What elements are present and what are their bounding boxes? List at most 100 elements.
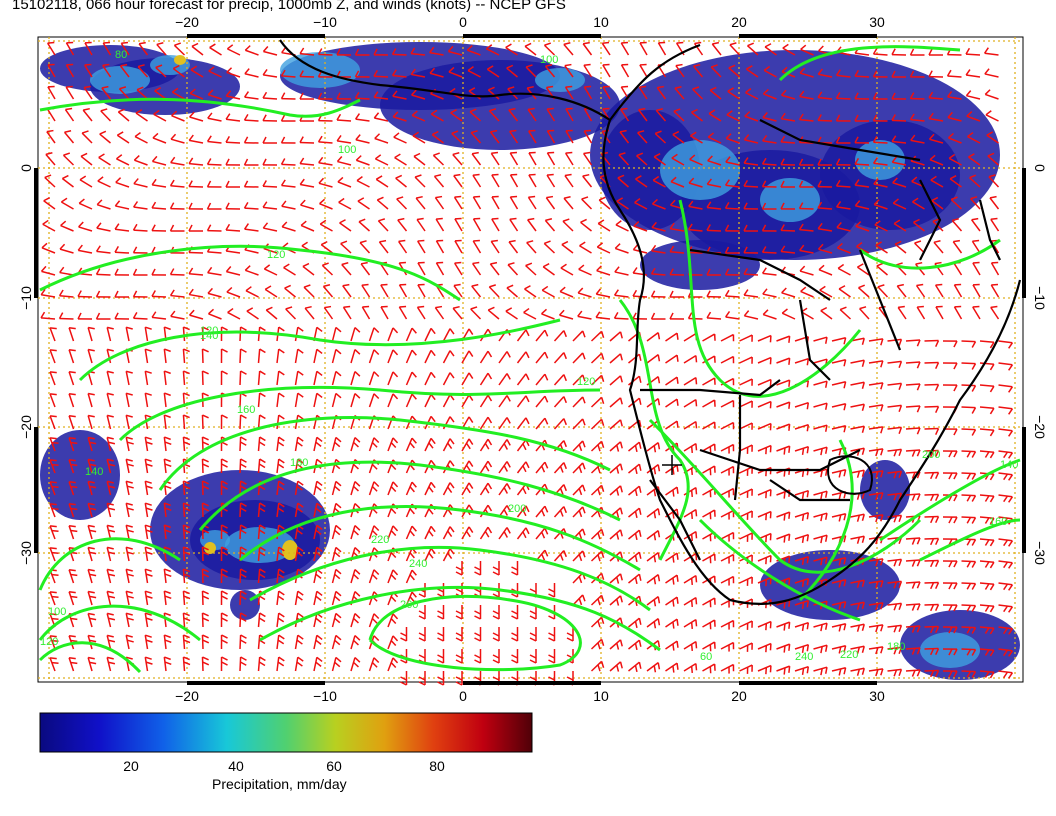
barb-flag xyxy=(379,239,387,243)
barb-staff xyxy=(117,111,130,122)
precip-peak xyxy=(282,540,298,560)
barb-staff xyxy=(102,64,112,78)
wind-barb xyxy=(707,132,722,144)
barb-flag xyxy=(743,179,749,187)
precip-core xyxy=(855,140,905,180)
barb-staff xyxy=(416,219,426,232)
wind-barb xyxy=(471,261,482,276)
barb-flag xyxy=(96,222,102,229)
barb-flag xyxy=(817,243,824,250)
wind-barb xyxy=(817,243,833,254)
barb-staff xyxy=(839,308,852,320)
barb-staff xyxy=(411,114,426,122)
barb-flag xyxy=(243,136,249,144)
barb-staff xyxy=(87,327,93,342)
barb-flag xyxy=(398,239,406,243)
barb-staff xyxy=(527,196,537,210)
barb-staff xyxy=(470,308,482,320)
wind-barb xyxy=(188,202,204,210)
barb-staff xyxy=(379,262,389,276)
barb-flag xyxy=(909,92,915,99)
barb-flag xyxy=(468,87,476,92)
barb-staff xyxy=(972,262,981,276)
barb-flag xyxy=(528,195,536,198)
barb-flag xyxy=(243,158,249,166)
wind-barb xyxy=(284,284,296,298)
barb-flag xyxy=(169,224,175,232)
barb-flag xyxy=(88,326,95,330)
barb-flag xyxy=(280,158,286,165)
wind-barb xyxy=(321,262,334,276)
wind-barb xyxy=(559,286,574,298)
wind-barb xyxy=(971,217,981,232)
barb-flag xyxy=(240,326,247,331)
wind-barb xyxy=(411,89,426,100)
wind-barb xyxy=(262,222,278,232)
barb-staff xyxy=(281,163,296,166)
barb-flag xyxy=(410,68,416,75)
barb-flag xyxy=(583,63,591,66)
wind-barb xyxy=(209,43,222,56)
wind-barb xyxy=(391,48,407,56)
barb-flag xyxy=(319,198,326,205)
barb-staff xyxy=(207,117,222,122)
barb-flag xyxy=(435,305,443,309)
wind-barb xyxy=(655,108,667,122)
barb-staff xyxy=(239,436,242,452)
barb-staff xyxy=(527,219,537,232)
wind-barb xyxy=(151,268,167,276)
wind-barb xyxy=(391,69,407,78)
barb-staff xyxy=(358,221,370,232)
barb-staff xyxy=(201,634,204,650)
wind-barb xyxy=(543,240,556,254)
barb-flag xyxy=(485,44,493,50)
barb-staff xyxy=(583,86,593,100)
barb-staff xyxy=(59,294,74,298)
barb-staff xyxy=(46,42,56,56)
barb-flag xyxy=(114,223,120,230)
barb-staff xyxy=(201,348,204,364)
barb-flag xyxy=(614,266,620,273)
barb-flag xyxy=(244,265,251,271)
barb-staff xyxy=(577,315,592,320)
barb-staff xyxy=(952,241,963,254)
barb-flag xyxy=(449,87,456,93)
wind-barb xyxy=(989,195,1000,210)
wind-barb xyxy=(912,197,925,210)
barb-flag xyxy=(47,85,55,88)
barb-staff xyxy=(972,284,981,298)
barb-flag xyxy=(451,130,459,135)
barb-flag xyxy=(491,151,499,155)
wind-barb xyxy=(144,326,152,342)
barb-staff xyxy=(910,97,925,100)
barb-staff xyxy=(948,157,962,166)
wind-barb xyxy=(506,284,518,298)
barb-flag xyxy=(837,263,845,269)
barb-flag xyxy=(564,173,572,177)
barb-staff xyxy=(931,199,944,210)
barb-flag xyxy=(84,63,92,66)
barb-staff xyxy=(472,218,482,232)
barb-staff xyxy=(488,110,500,122)
wind-barb xyxy=(527,195,537,210)
barb-staff xyxy=(182,348,186,364)
barb-staff xyxy=(762,251,777,254)
barb-staff xyxy=(559,314,574,320)
barb-flag xyxy=(948,153,956,159)
barb-staff xyxy=(47,86,56,100)
wind-barb xyxy=(689,154,703,166)
wind-barb xyxy=(693,41,704,56)
barb-staff xyxy=(119,65,130,78)
barb-flag xyxy=(103,41,111,44)
barb-staff xyxy=(61,177,74,188)
wind-barb xyxy=(820,306,833,320)
barb-flag xyxy=(41,242,48,249)
barb-staff xyxy=(133,206,148,210)
wind-barb xyxy=(835,114,851,122)
wind-barb xyxy=(675,63,685,78)
barb-staff xyxy=(836,185,851,188)
wind-barb xyxy=(916,305,926,320)
wind-barb xyxy=(951,218,963,232)
wind-barb xyxy=(226,44,241,56)
